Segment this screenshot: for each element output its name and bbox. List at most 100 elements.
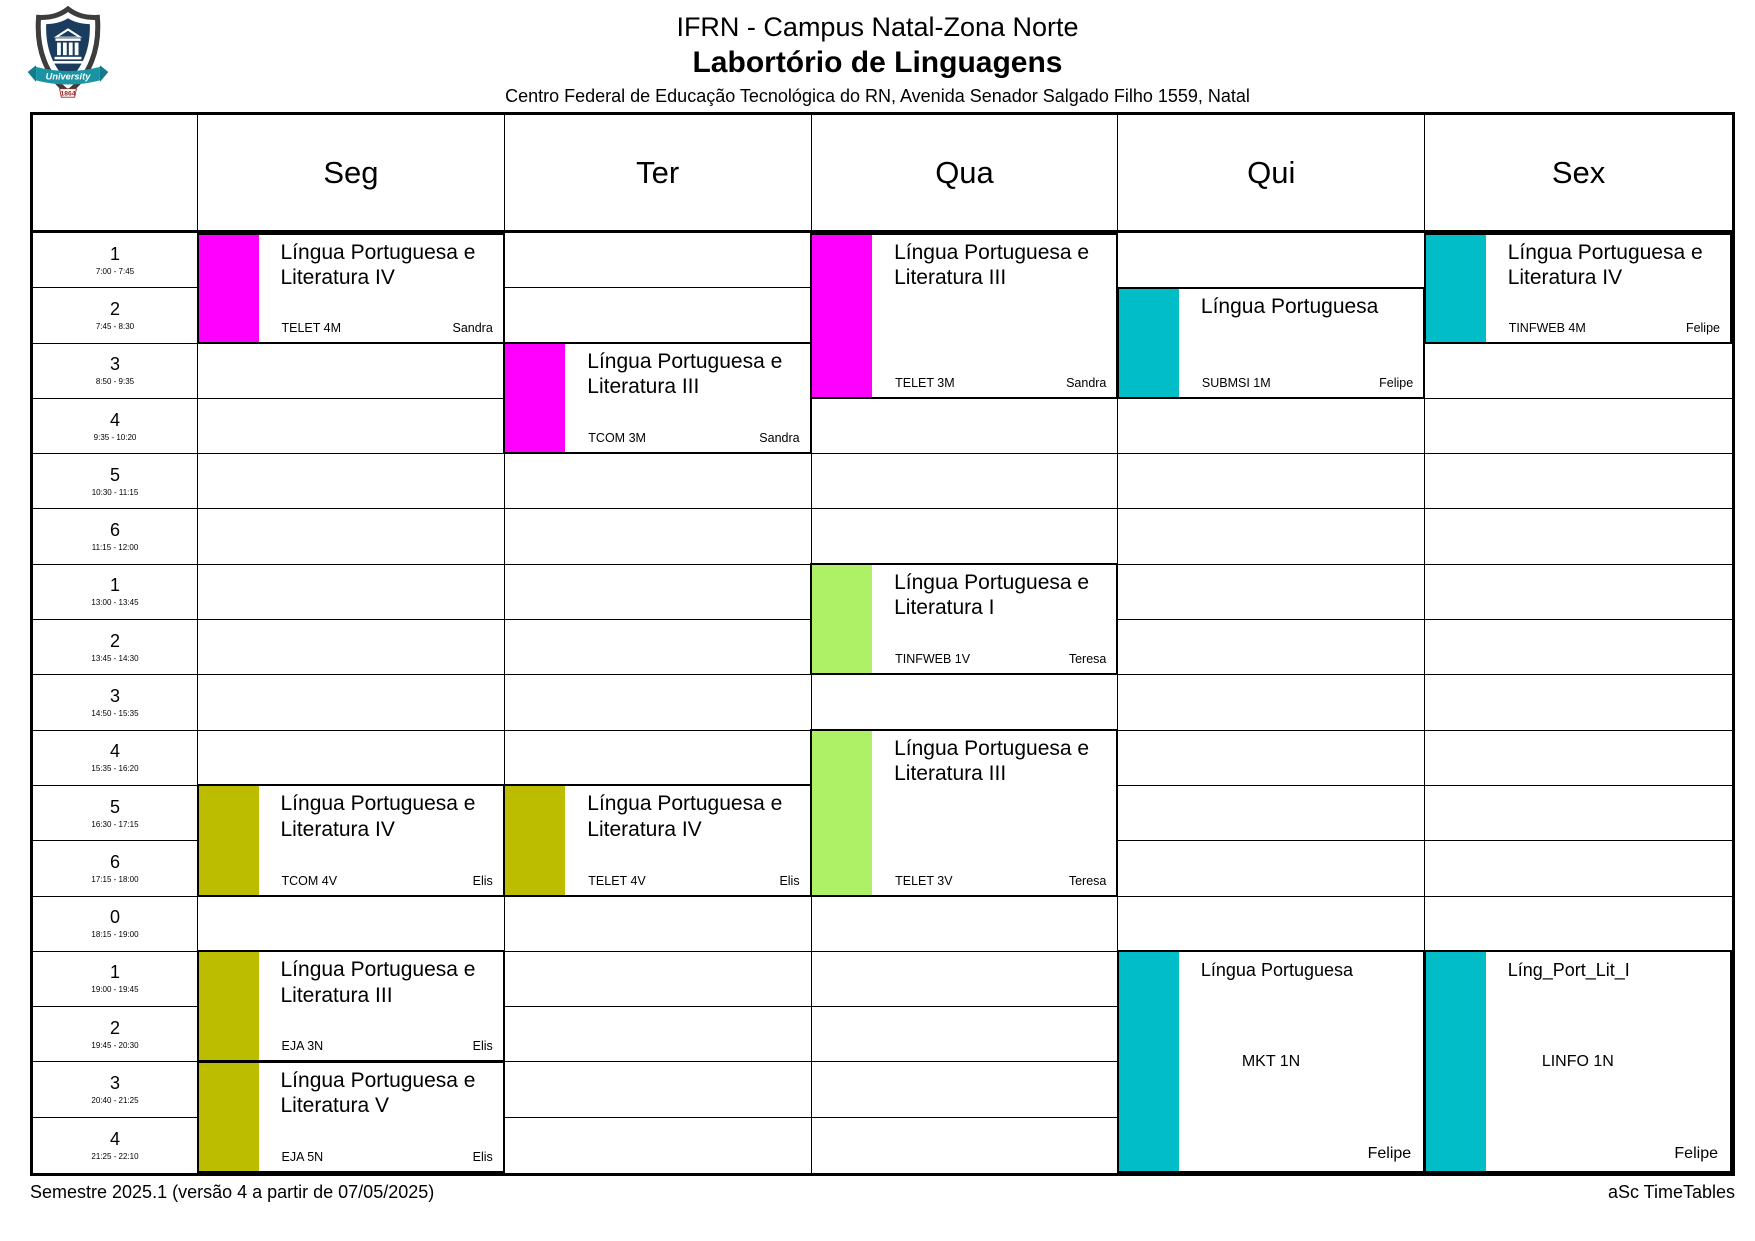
lesson-class-code: MKT 1N [1241,1052,1301,1070]
footer-brand: aSc TimeTables [1607,1182,1735,1202]
lesson-class-code: TELET 3V [895,873,953,888]
day-header-seg: Seg [198,115,505,233]
empty-cell [504,288,812,344]
period-time: 19:45 - 20:30 [91,1040,139,1050]
empty-cell [504,564,812,621]
period-cell: 2 13:45 - 14:30 [33,620,198,676]
lesson-bottom-row: TELET 3M Sandra [895,376,1106,390]
lesson-class-code: TCOM 4V [281,873,338,888]
lesson-title: Língua Portuguesa e Literatura III [587,350,783,399]
period-time: 7:45 - 8:30 [95,321,135,331]
lesson-block-submsi-1m[interactable]: Língua Portuguesa SUBMSI 1M Felipe [1116,286,1426,399]
day-header-sex: Sex [1425,115,1732,233]
logo-year-text: 1864 [61,90,76,97]
period-time: 18:15 - 19:00 [91,930,139,940]
lesson-class-code: TELET 4V [588,873,646,888]
empty-cell [811,896,1119,952]
lesson-color-bar [812,731,873,895]
lesson-class-code: EJA 5N [281,1149,324,1164]
lesson-block-telet-4m[interactable]: Língua Portuguesa e Literatura IV TELET 4… [196,233,505,344]
period-number: 6 [109,851,120,872]
period-number: 4 [109,741,120,762]
lesson-color-bar [1118,288,1179,397]
lesson-color-bar [1425,235,1486,342]
empty-cell [198,509,505,565]
lesson-class-code: TELET 3M [895,375,955,390]
empty-cell [504,730,812,786]
lesson-bottom-row: TELET 3V Teresa [895,874,1106,888]
header-titles: IFRN - Campus Natal-Zona Norte Labortóri… [0,12,1755,107]
period-cell: 2 19:45 - 20:30 [33,1007,198,1063]
empty-cell [1425,398,1732,455]
period-cell: 3 8:50 - 9:35 [33,343,198,399]
period-cell: 5 10:30 - 11:15 [33,454,198,510]
lesson-teacher: Elis [472,1039,493,1054]
day-header-qui: Qui [1118,115,1426,233]
period-number: 3 [109,354,120,375]
lesson-block-eja-5n[interactable]: Língua Portuguesa e Literatura V EJA 5N El… [196,1060,505,1173]
lesson-bottom-row: TELET 4V Elis [588,874,799,888]
lesson-block-telet-3v[interactable]: Língua Portuguesa e Literatura III TELET … [810,729,1119,897]
lesson-block-linfo-1n[interactable]: Líng_Port_Lit_I LINFO 1N Felipe [1423,950,1732,1173]
period-cell: 4 21:25 - 22:10 [33,1117,198,1173]
period-time: 19:00 - 19:45 [91,985,139,995]
lesson-bottom-row: TCOM 4V Elis [282,874,493,888]
lesson-teacher: Teresa [1068,873,1107,888]
logo-shield-graphic: University 1864 [27,5,109,98]
lesson-color-bar [505,786,566,895]
empty-cell [198,454,505,510]
empty-cell [504,233,812,289]
lesson-bottom-row: TINFWEB 1V Teresa [895,652,1106,666]
empty-cell [811,1007,1119,1063]
empty-cell [198,620,505,676]
period-cell: 3 14:50 - 15:35 [33,675,198,731]
period-time: 13:00 - 13:45 [91,598,139,608]
lesson-title: Língua Portuguesa [1200,960,1354,981]
lesson-teacher: Elis [472,1149,493,1164]
lesson-block-eja-3n[interactable]: Língua Portuguesa e Literatura III EJA 3N… [196,950,505,1063]
period-cell: 1 13:00 - 13:45 [33,564,198,621]
empty-cell [504,1117,812,1173]
lesson-block-tinfweb-1v[interactable]: Língua Portuguesa e Literatura I TINFWEB … [810,563,1119,676]
empty-cell [198,896,505,952]
period-time: 8:50 - 9:35 [95,377,135,387]
empty-cell [504,1007,812,1063]
empty-cell [1425,841,1732,897]
lesson-teacher: Sandra [452,320,493,335]
timetable: Seg Ter Qua Qui Sex 1 7:00 - 7:45 2 7:45 - 8:30 3… [30,112,1735,1176]
lesson-color-bar [812,235,873,397]
lesson-teacher: Felipe [1674,1144,1718,1162]
lesson-color-bar [198,786,259,895]
lesson-teacher: Elis [779,873,800,888]
lesson-block-mkt-1n[interactable]: Língua Portuguesa MKT 1N Felipe [1116,950,1426,1173]
lesson-teacher: Sandra [759,431,800,446]
lesson-title: Língua Portuguesa e Literatura IV [587,792,783,841]
period-cell: 0 18:15 - 19:00 [33,896,198,952]
empty-cell [1118,841,1426,897]
empty-cell [1425,620,1732,676]
lesson-block-tinfweb-4m[interactable]: Língua Portuguesa e Literatura IV TINFWEB… [1423,233,1732,344]
period-cell: 3 20:40 - 21:25 [33,1062,198,1118]
lesson-class-code: LINFO 1N [1541,1052,1614,1070]
lesson-block-tcom-4v[interactable]: Língua Portuguesa e Literatura IV TCOM 4V… [196,784,505,897]
period-time: 13:45 - 14:30 [91,653,139,663]
period-number: 2 [109,630,120,651]
empty-cell [1118,620,1426,676]
empty-cell [1425,896,1732,952]
empty-cell [811,398,1119,455]
lesson-color-bar [812,565,873,674]
lesson-bottom-row: TCOM 3M Sandra [588,431,799,445]
lesson-title: Língua Portuguesa e Literatura III [894,737,1090,786]
period-time: 21:25 - 22:10 [91,1151,139,1161]
period-cell: 6 11:15 - 12:00 [33,509,198,565]
period-time: 11:15 - 12:00 [91,543,139,553]
period-number: 2 [109,1017,120,1038]
empty-cell [1425,730,1732,786]
lesson-block-telet-4v[interactable]: Língua Portuguesa e Literatura IV TELET 4… [503,784,812,897]
day-header-qua: Qua [811,115,1119,233]
lesson-block-tcom-3m[interactable]: Língua Portuguesa e Literatura III TCOM 3… [503,342,812,455]
lesson-block-telet-3m[interactable]: Língua Portuguesa e Literatura III TELET … [810,233,1119,399]
period-number: 4 [109,1128,120,1149]
lesson-color-bar [198,1062,259,1171]
lesson-class-code: TINFWEB 1V [895,652,971,667]
